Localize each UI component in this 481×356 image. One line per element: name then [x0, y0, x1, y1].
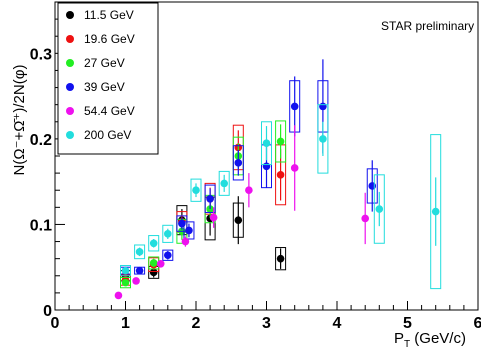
x-tick-label: 5 [403, 315, 412, 332]
series-39-gev [120, 59, 378, 275]
legend-label: 200 GeV [84, 128, 131, 142]
series-11-5-gev [120, 196, 287, 282]
legend-label: 39 GeV [84, 80, 125, 94]
legend-marker [66, 59, 74, 67]
data-point [121, 278, 130, 287]
legend-label: 54.4 GeV [84, 104, 135, 118]
series-layer [114, 59, 442, 300]
data-point [121, 266, 130, 275]
systematic-box [275, 120, 287, 163]
systematic-box [162, 249, 174, 261]
x-tick-label: 3 [262, 315, 271, 332]
legend-marker [66, 131, 74, 139]
data-point [262, 162, 271, 171]
y-tick-label: 0.3 [30, 46, 52, 63]
systematic-box [373, 174, 385, 244]
data-point [149, 268, 158, 277]
data-point [276, 171, 285, 179]
data-point [368, 182, 377, 190]
x-tick-label: 0 [51, 315, 60, 332]
data-point [431, 207, 440, 216]
data-point [276, 137, 285, 146]
systematic-box [275, 247, 287, 271]
systematic-box [162, 224, 174, 243]
x-tick-label: 6 [474, 315, 481, 332]
legend-marker [66, 83, 74, 91]
systematic-box [120, 265, 131, 277]
legend-box [57, 2, 159, 155]
systematic-box [232, 145, 244, 181]
data-point [290, 102, 299, 111]
data-point [156, 260, 165, 268]
systematic-box [148, 235, 160, 252]
y-axis-title-text: N(Ω⁻+Ω̄⁺)/2N(φ) [11, 65, 28, 176]
systematic-box [176, 215, 188, 232]
systematic-box [218, 170, 230, 196]
x-tick-label: 4 [333, 315, 342, 332]
y-tick-label-origin: 0 [43, 303, 52, 320]
systematic-box [183, 221, 195, 240]
data-point [114, 291, 123, 300]
legend: 11.5 GeV 19.6 GeV 27 GeV 39 GeV 54.4 GeV 200 … [57, 2, 159, 155]
data-point [220, 179, 228, 188]
x-tick-label: 2 [192, 315, 201, 332]
data-point [234, 216, 243, 224]
data-point [149, 239, 158, 248]
data-point [209, 213, 218, 222]
data-point [164, 230, 172, 238]
legend-label: 27 GeV [84, 56, 125, 70]
data-point [149, 259, 158, 267]
data-point [132, 277, 140, 285]
x-axis-title: PT (GeV/c) [394, 330, 466, 350]
data-point [262, 139, 271, 147]
data-point [192, 186, 200, 195]
legend-marker [66, 11, 74, 19]
series-54-4-gev [114, 125, 370, 300]
chart-annotation: STAR preliminary [381, 19, 474, 33]
systematic-box [190, 178, 202, 202]
axes: 0 1 2 3 4 5 6 0.1 0.2 0.3 0 [30, 18, 481, 332]
systematic-box [317, 104, 329, 174]
y-tick-label: 0.2 [30, 132, 52, 149]
data-point [185, 226, 193, 235]
systematic-box [134, 244, 146, 260]
x-axis-title-subscript: T [404, 339, 410, 350]
data-point [319, 102, 327, 111]
data-point [319, 135, 327, 143]
systematic-box [261, 121, 272, 166]
y-tick-label: 0.1 [30, 217, 52, 234]
legend-marker [66, 107, 74, 115]
systematic-box [430, 134, 442, 290]
y-axis-title: N(Ω⁻+Ω̄⁺)/2N(φ) [11, 65, 28, 176]
legend-label: 11.5 GeV [84, 8, 134, 22]
data-point [178, 219, 186, 228]
data-point [276, 254, 285, 263]
data-point [361, 214, 370, 223]
data-point [375, 205, 384, 213]
systematic-box [204, 184, 216, 213]
data-point [234, 159, 243, 167]
x-axis-title-text: PT (GeV/c) [394, 330, 466, 350]
data-point [245, 186, 253, 195]
systematic-box [120, 276, 131, 289]
legend-marker [66, 35, 74, 43]
x-axis-title-unit: (GeV/c) [410, 330, 466, 347]
data-point [290, 164, 299, 172]
data-point [135, 248, 144, 256]
data-point [164, 251, 172, 260]
data-point [181, 237, 190, 246]
series-200-gev [120, 104, 442, 290]
legend-label: 19.6 GeV [84, 32, 135, 46]
x-tick-label: 1 [121, 315, 130, 332]
data-point [206, 194, 214, 203]
data-point [135, 266, 144, 275]
